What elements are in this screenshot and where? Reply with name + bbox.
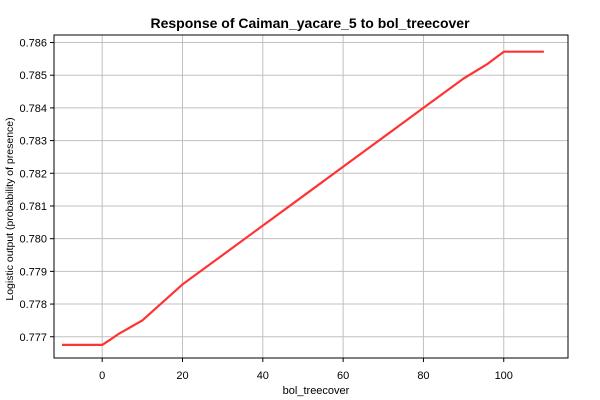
- response-curve: [62, 50, 544, 346]
- x-tick-label: 60: [337, 370, 349, 382]
- grid: [54, 35, 568, 358]
- x-axis-label: bol_treecover: [283, 385, 350, 397]
- plot-frame: [53, 34, 569, 359]
- x-tick-label: 20: [176, 370, 188, 382]
- x-tick-label: 80: [417, 370, 429, 382]
- x-tick-label: 40: [257, 370, 269, 382]
- y-tick-label: 0.785: [19, 70, 47, 82]
- chart-title: Response of Caiman_yacare_5 to bol_treec…: [150, 15, 470, 31]
- x-axis: 0 20 40 60 80 100: [99, 358, 513, 382]
- y-tick-label: 0.784: [19, 103, 47, 115]
- x-tick-label: 100: [495, 370, 513, 382]
- y-axis-label: Logistic output (probability of presence…: [4, 117, 16, 300]
- y-tick-label: 0.782: [19, 168, 47, 180]
- y-tick-label: 0.781: [19, 201, 47, 213]
- y-tick-label: 0.778: [19, 299, 47, 311]
- x-tick-label: 0: [99, 370, 105, 382]
- y-tick-label: 0.783: [19, 136, 47, 148]
- series-layer: [62, 50, 544, 346]
- y-tick-label: 0.779: [19, 266, 47, 278]
- y-axis: 0.777 0.778 0.779 0.780 0.781 0.782 0.783 0.784…: [19, 38, 54, 344]
- y-tick-label: 0.786: [19, 38, 47, 50]
- y-tick-label: 0.777: [19, 332, 47, 344]
- y-tick-label: 0.780: [19, 234, 47, 246]
